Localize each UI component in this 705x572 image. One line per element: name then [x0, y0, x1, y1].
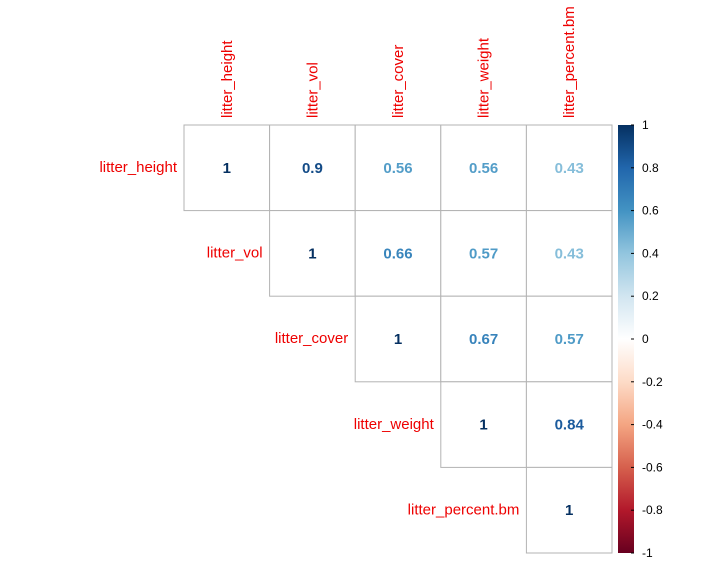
colorbar-tick-label: 0.4: [642, 246, 659, 260]
matrix-cell: [440, 124, 527, 212]
cell-value-label: 0.57: [555, 331, 584, 348]
colorbar-tick-label: 0.8: [642, 161, 659, 175]
colorbar-tick-label: -0.6: [642, 460, 663, 474]
column-label: litter_height: [219, 40, 236, 118]
colorbar-tick-label: 0: [642, 332, 649, 346]
matrix-cell: [525, 295, 613, 383]
cell-value-label: 0.84: [555, 417, 585, 434]
colorbar-tick-label: -0.8: [642, 503, 663, 517]
matrix-cell: [525, 124, 613, 212]
cell-value-label: 1: [394, 331, 402, 348]
matrix-cell: [440, 381, 527, 468]
row-label: litter_height: [99, 159, 177, 176]
colorbar-tick-label: -0.2: [642, 375, 663, 389]
colorbar-tick-label: 0.2: [642, 289, 659, 303]
colorbar-tick-label: -0.4: [642, 418, 663, 432]
cell-value-label: 0.67: [469, 331, 498, 348]
cell-value-label: 1: [223, 160, 231, 177]
colorbar-tick-label: 0.6: [642, 204, 659, 218]
cell-value-label: 1: [565, 502, 573, 519]
column-label: litter_vol: [304, 62, 321, 118]
matrix-cell: [269, 210, 356, 297]
column-label: litter_percent.bm: [561, 6, 578, 118]
cell-value-label: 1: [479, 417, 487, 434]
matrix-cell: [269, 124, 356, 212]
column-label: litter_weight: [476, 37, 493, 118]
row-label: litter_weight: [354, 416, 435, 433]
cell-value-label: 0.66: [383, 245, 412, 262]
cell-value-label: 0.57: [469, 245, 498, 262]
colorbar: [618, 125, 634, 553]
matrix-cell: [440, 210, 527, 297]
cell-value-label: 0.56: [469, 160, 498, 177]
cell-value-label: 0.56: [383, 160, 412, 177]
colorbar-tick-label: -1: [642, 546, 653, 560]
matrix-cell: [183, 124, 271, 212]
colorbar-tick-label: 1: [642, 118, 649, 132]
matrix-cell: [354, 295, 442, 383]
column-label: litter_cover: [390, 45, 407, 118]
cell-value-label: 1: [308, 245, 316, 262]
matrix-cell: [525, 381, 613, 468]
cell-value-label: 0.43: [555, 245, 584, 262]
cell-value-label: 0.9: [302, 160, 323, 177]
row-label: litter_cover: [275, 330, 348, 347]
row-label: litter_vol: [207, 245, 263, 262]
matrix-cell: [525, 466, 613, 554]
cell-value-label: 0.43: [555, 160, 584, 177]
matrix-cell: [354, 124, 442, 212]
row-label: litter_percent.bm: [408, 501, 520, 518]
